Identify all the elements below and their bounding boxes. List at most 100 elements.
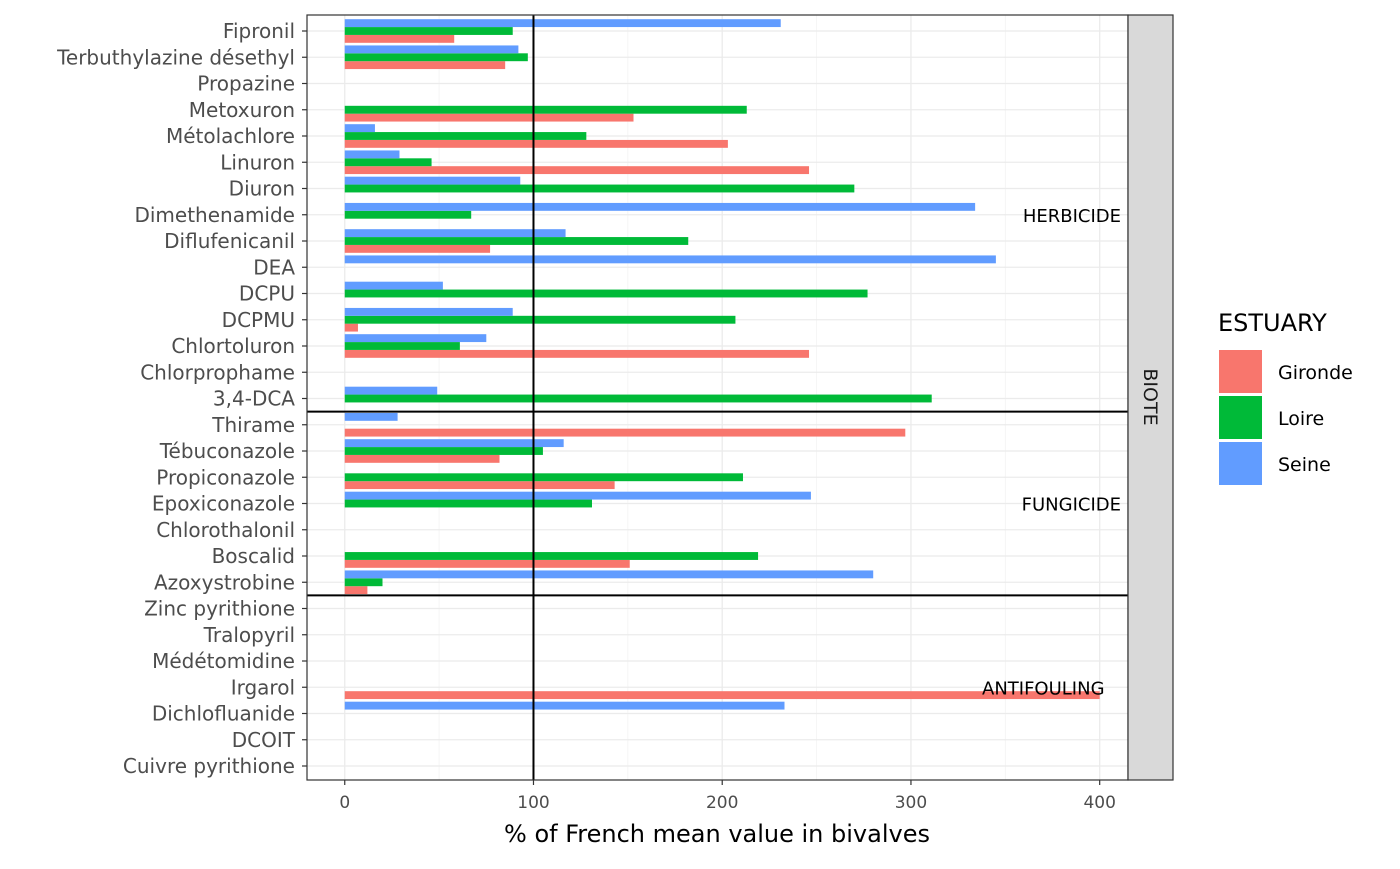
bar-loire	[344, 210, 472, 219]
facet-strip: BIOTE	[1127, 14, 1174, 781]
y-axis-label: Epoxiconazole	[152, 492, 295, 516]
bar-loire	[344, 315, 736, 324]
bar-gironde	[344, 113, 634, 122]
y-axis-label: Linuron	[220, 150, 295, 174]
y-axis-label: Azoxystrobine	[154, 570, 295, 594]
bar-gironde	[344, 481, 615, 490]
bar-gironde	[344, 139, 728, 148]
y-axis-label: Diflufenicanil	[164, 229, 295, 253]
y-axis-label: Fipronil	[223, 19, 295, 43]
bar-seine	[344, 570, 874, 579]
bar-seine	[344, 255, 996, 264]
y-axis-label: Terbuthylazine désethyl	[56, 45, 295, 69]
y-axis-label: Médétomidine	[152, 649, 295, 673]
bar-seine	[344, 19, 781, 28]
bar-seine	[344, 386, 438, 395]
x-axis-ticks: 0 100 200 300 400	[339, 780, 1116, 813]
legend-swatch-gironde	[1219, 350, 1262, 393]
bar-gironde	[344, 586, 368, 595]
legend-label-seine: Seine	[1278, 454, 1331, 476]
y-axis-label: Métolachlore	[166, 124, 295, 148]
legend-label-loire: Loire	[1278, 408, 1324, 430]
bar-gironde	[344, 34, 455, 43]
facet-strip-background	[1127, 14, 1174, 781]
legend-swatch-seine	[1219, 442, 1262, 485]
y-axis-label: Chlorothalonil	[156, 518, 295, 542]
y-axis-label: Tébuconazole	[159, 439, 295, 463]
bar-seine	[344, 491, 811, 500]
y-axis-label: Dimethenamide	[134, 203, 295, 227]
bar-gironde	[344, 244, 491, 253]
bar-seine	[344, 150, 400, 159]
bar-seine	[344, 334, 487, 343]
bar-loire	[344, 105, 747, 114]
y-axis-label: Chlortoluron	[171, 334, 295, 358]
bar-loire	[344, 552, 759, 560]
bar-loire	[344, 158, 432, 167]
y-axis-label: DEA	[253, 255, 295, 279]
bar-seine	[344, 176, 521, 185]
bar-gironde	[344, 559, 630, 568]
y-axis-label: DCPU	[239, 282, 295, 306]
y-axis-label: Metoxuron	[189, 98, 295, 122]
legend-swatch-loire	[1219, 396, 1262, 439]
bar-seine	[344, 701, 785, 710]
group-label: ANTIFOULING	[982, 678, 1105, 699]
x-tick-label: 300	[895, 793, 927, 813]
y-axis-label: 3,4-DCA	[213, 387, 295, 411]
bar-seine	[344, 439, 564, 448]
y-axis-label: DCPMU	[222, 308, 295, 332]
bar-seine	[344, 45, 519, 54]
x-tick-label: 200	[706, 793, 738, 813]
y-axis-label: Chlorprophame	[140, 360, 295, 384]
y-axis-label: Irgarol	[231, 675, 295, 699]
y-axis-label: Propiconazole	[156, 465, 295, 489]
group-label: FUNGICIDE	[1022, 495, 1121, 516]
bar-gironde	[344, 349, 810, 358]
x-axis-title: % of French mean value in bivalves	[504, 820, 930, 848]
y-axis-label: Thirame	[211, 413, 295, 437]
y-axis-label: Diuron	[229, 177, 295, 201]
legend: ESTUARY Gironde Loire Seine	[1218, 309, 1353, 485]
bar-gironde	[344, 166, 810, 175]
x-tick-label: 400	[1083, 793, 1115, 813]
bar-seine	[344, 281, 443, 290]
bar-loire	[344, 578, 383, 587]
bar-gironde	[344, 691, 1100, 700]
x-tick-label: 0	[339, 793, 350, 813]
bar-loire	[344, 27, 513, 35]
bar-seine	[344, 412, 398, 421]
bar-loire	[344, 499, 592, 508]
reference-lines	[307, 15, 1128, 780]
y-axis-label: DCOIT	[232, 728, 296, 752]
bar-seine	[344, 124, 375, 133]
bar-loire	[344, 184, 855, 193]
bar-seine	[344, 307, 513, 316]
bar-loire	[344, 53, 528, 62]
group-label: HERBICIDE	[1023, 206, 1121, 227]
bar-gironde	[344, 323, 358, 332]
legend-title: ESTUARY	[1218, 309, 1327, 337]
group-labels: HERBICIDE FUNGICIDE ANTIFOULING	[982, 206, 1121, 700]
y-axis-label: Boscalid	[212, 544, 295, 568]
legend-items: Gironde Loire Seine	[1219, 350, 1353, 485]
bar-loire	[344, 473, 743, 482]
bars	[344, 19, 1100, 710]
bar-seine	[344, 229, 566, 238]
legend-label-gironde: Gironde	[1278, 362, 1353, 384]
bar-loire	[344, 237, 689, 245]
bar-loire	[344, 289, 868, 298]
bar-loire	[344, 132, 587, 140]
bar-loire	[344, 394, 932, 403]
x-tick-label: 100	[517, 793, 549, 813]
y-axis-label: Propazine	[197, 72, 295, 96]
bar-gironde	[344, 61, 506, 70]
y-axis-label: Tralopyril	[203, 623, 295, 647]
bar-gironde	[344, 428, 906, 437]
bar-seine	[344, 202, 976, 211]
y-axis-label: Dichlofluanide	[152, 702, 295, 726]
y-axis-label: Cuivre pyrithione	[123, 754, 295, 778]
